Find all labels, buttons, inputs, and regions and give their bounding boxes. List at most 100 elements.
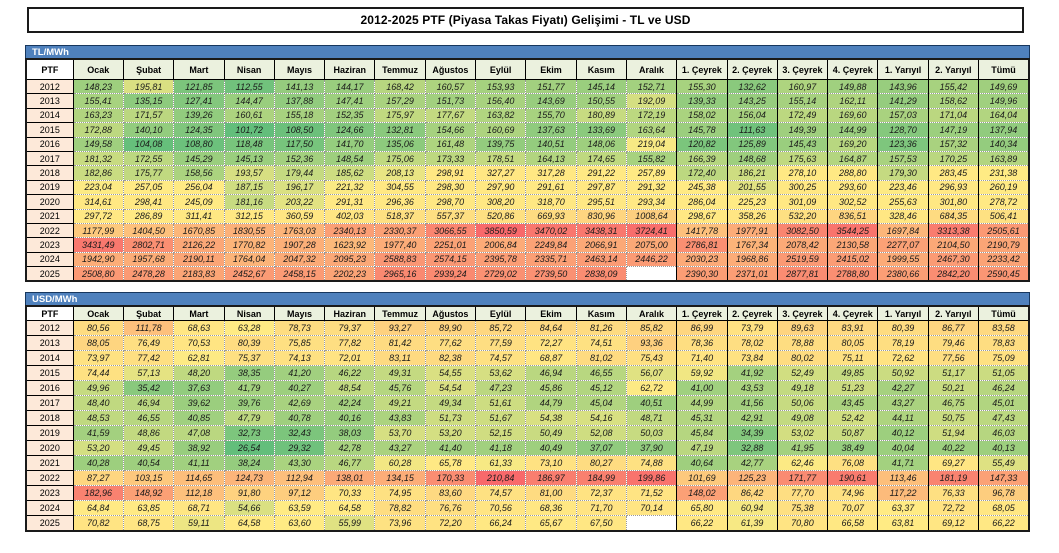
value-cell: 32,73 [223,425,275,441]
value-cell: 41,18 [475,440,527,456]
value-cell: 156,04 [726,107,778,124]
year-cell: 2018 [25,410,74,426]
table-row: 2020 314,61 298,41 245,09 181,16 203,22 291,31… [25,194,1030,210]
value-cell: 50,03 [625,425,678,441]
value-cell: 51,05 [977,365,1030,381]
value-cell: 37,07 [575,440,627,456]
value-cell: 62,81 [173,350,225,366]
value-cell: 42,91 [726,410,778,426]
value-cell: 63,85 [122,500,175,516]
value-cell: 51,17 [927,365,979,381]
value-cell: 2335,71 [525,251,577,268]
value-cell: 150,55 [575,93,627,109]
value-cell: 210,84 [475,470,527,486]
value-cell: 93,27 [374,320,426,336]
value-cell: 37,63 [173,380,225,396]
value-cell: 137,63 [525,122,577,138]
value-cell: 54,54 [424,380,477,396]
value-cell: 63,60 [273,515,326,532]
value-cell: 40,12 [877,425,929,441]
value-cell: 172,49 [776,107,829,124]
value-cell: 304,55 [374,179,426,196]
value-cell: 140,51 [525,136,577,152]
value-cell: 43,45 [827,395,879,411]
value-cell: 50,87 [827,425,879,441]
column-header: 3. Çeyrek [776,305,829,321]
value-cell: 302,52 [827,194,879,210]
value-cell: 2104,50 [927,237,979,253]
value-cell: 3431,49 [72,237,124,253]
year-cell: 2021 [25,455,74,471]
value-cell: 38,35 [223,365,275,381]
value-cell: 157,03 [877,107,929,124]
value-cell: 48,71 [625,410,678,426]
value-cell: 120,82 [676,136,728,152]
value-cell: 2006,84 [475,237,527,253]
value-cell: 2446,22 [625,251,678,268]
value-cell: 830,96 [575,208,627,224]
value-cell: 46,77 [324,455,376,471]
value-cell: 41,71 [877,455,929,471]
value-cell: 182,96 [72,485,124,501]
value-cell: 78,83 [977,335,1030,351]
value-cell: 46,55 [122,410,175,426]
value-cell: 2788,80 [827,266,879,282]
column-header: 2. Çeyrek [726,305,778,321]
value-cell: 135,06 [374,136,426,152]
value-cell: 49,96 [72,380,124,396]
value-cell: 32,88 [726,440,778,456]
value-cell: 147,33 [977,470,1030,486]
value-cell: 77,59 [475,335,527,351]
value-cell: 65,80 [676,500,728,516]
value-cell: 34,39 [726,425,778,441]
value-cell: 55,49 [977,455,1030,471]
value-cell: 2939,24 [424,266,477,282]
value-cell: 2190,79 [977,237,1030,253]
value-cell: 45,12 [575,380,627,396]
value-cell: 163,82 [475,107,527,124]
value-cell: 158,62 [927,93,979,109]
value-cell: 80,05 [827,335,879,351]
value-cell: 144,17 [324,78,376,95]
value-cell: 1177,99 [72,222,124,239]
value-cell: 80,27 [575,455,627,471]
value-cell: 164,04 [977,107,1030,124]
value-cell: 49,21 [374,395,426,411]
value-cell: 41,79 [223,380,275,396]
year-cell: 2017 [25,150,74,167]
value-cell: 684,35 [927,208,979,224]
value-cell: 152,35 [324,107,376,124]
value-cell: 138,01 [324,470,376,486]
value-cell: 208,13 [374,165,426,181]
value-cell: 54,16 [575,410,627,426]
value-cell: 221,32 [324,179,376,196]
value-cell: 2030,23 [676,251,728,268]
value-cell: 75,09 [977,350,1030,366]
value-cell: 53,62 [475,365,527,381]
value-cell: 1008,64 [625,208,678,224]
value-cell: 46,75 [927,395,979,411]
table-row: 2016 149,58 104,08 108,80 118,48 117,50 141,70… [25,136,1030,152]
value-cell: 179,30 [877,165,929,181]
value-cell: 172,19 [625,107,678,124]
value-cell: 161,48 [424,136,477,152]
value-cell: 70,82 [72,515,124,532]
column-header: Tümü [977,305,1030,321]
value-cell: 158,56 [173,165,225,181]
value-cell: 79,37 [324,320,376,336]
value-cell: 46,94 [525,365,577,381]
table-row: 2023 182,96 148,92 112,18 91,80 97,12 70,33 74,… [25,485,1030,501]
value-cell: 141,70 [324,136,376,152]
value-cell: 256,04 [173,179,225,196]
value-cell: 2729,02 [475,266,527,282]
value-cell: 108,50 [273,122,326,138]
year-cell: 2015 [25,122,74,138]
value-cell: 148,68 [726,150,778,167]
value-cell: 157,32 [927,136,979,152]
value-cell: 42,78 [324,440,376,456]
year-cell: 2017 [25,395,74,411]
value-cell: 48,20 [173,365,225,381]
value-cell: 2047,32 [273,251,326,268]
usd-mwh-table-section: USD/MWh PTF Ocak Şubat Mart Nisan Mayıs Hazira… [25,292,1030,532]
value-cell: 301,09 [776,194,829,210]
